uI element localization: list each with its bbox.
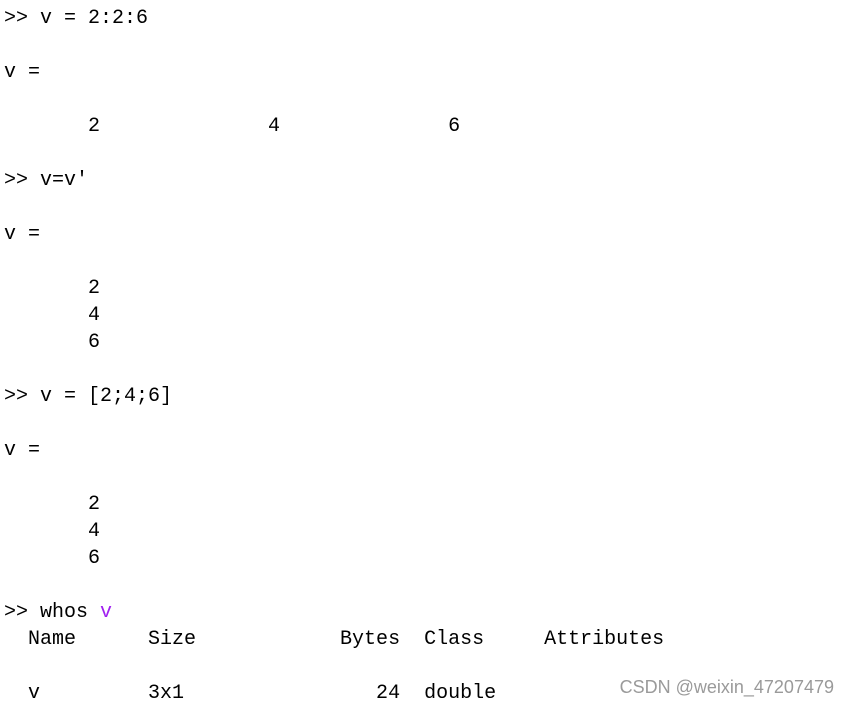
command-line: >> v = 2:2:6 xyxy=(4,5,664,32)
blank-line xyxy=(4,653,664,680)
line-text: 2 xyxy=(4,493,101,516)
blank-line xyxy=(4,464,664,491)
watermark: CSDN @weixin_47207479 xyxy=(619,677,834,697)
line-text: 2 xyxy=(4,277,101,300)
blank-line xyxy=(4,248,664,275)
line-text: 4 xyxy=(4,520,101,543)
output-line: 2 4 6 xyxy=(4,113,664,140)
line-text: >> v = 2:2:6 xyxy=(4,7,149,30)
blank-line xyxy=(4,32,664,59)
output-line: 6 xyxy=(4,329,664,356)
command-argument: v xyxy=(100,601,113,624)
output-line: 2 xyxy=(4,491,664,518)
line-text: v = xyxy=(4,223,41,246)
blank-line xyxy=(4,410,664,437)
output-line: 4 xyxy=(4,302,664,329)
line-text: 4 xyxy=(4,304,101,327)
output-line: v = xyxy=(4,437,664,464)
line-text: 6 xyxy=(4,547,101,570)
output-line: 2 xyxy=(4,275,664,302)
line-text: Name Size Bytes Class Attributes xyxy=(4,628,665,651)
line-text: 2 4 6 xyxy=(4,115,461,138)
command-line: >> v = [2;4;6] xyxy=(4,383,664,410)
line-text: 6 xyxy=(4,331,101,354)
output-line: v = xyxy=(4,59,664,86)
blank-line xyxy=(4,140,664,167)
blank-line xyxy=(4,572,664,599)
line-text: >> v=v' xyxy=(4,169,89,192)
line-text: v = xyxy=(4,61,41,84)
command-line: >> v=v' xyxy=(4,167,664,194)
line-text: >> whos xyxy=(4,601,101,624)
blank-line xyxy=(4,356,664,383)
line-text: v = xyxy=(4,439,41,462)
blank-line xyxy=(4,194,664,221)
output-line: 6 xyxy=(4,545,664,572)
command-line: >> whos v xyxy=(4,599,664,626)
line-text: v 3x1 24 double xyxy=(4,682,497,705)
output-line: v = xyxy=(4,221,664,248)
line-text: >> v = [2;4;6] xyxy=(4,385,173,408)
output-line: Name Size Bytes Class Attributes xyxy=(4,626,664,653)
output-line: v 3x1 24 double xyxy=(4,680,664,707)
command-window[interactable]: >> v = 2:2:6 v = 2 4 6 >> v=v' v = 2 4 6 >> … xyxy=(4,5,664,707)
output-line: 4 xyxy=(4,518,664,545)
blank-line xyxy=(4,86,664,113)
